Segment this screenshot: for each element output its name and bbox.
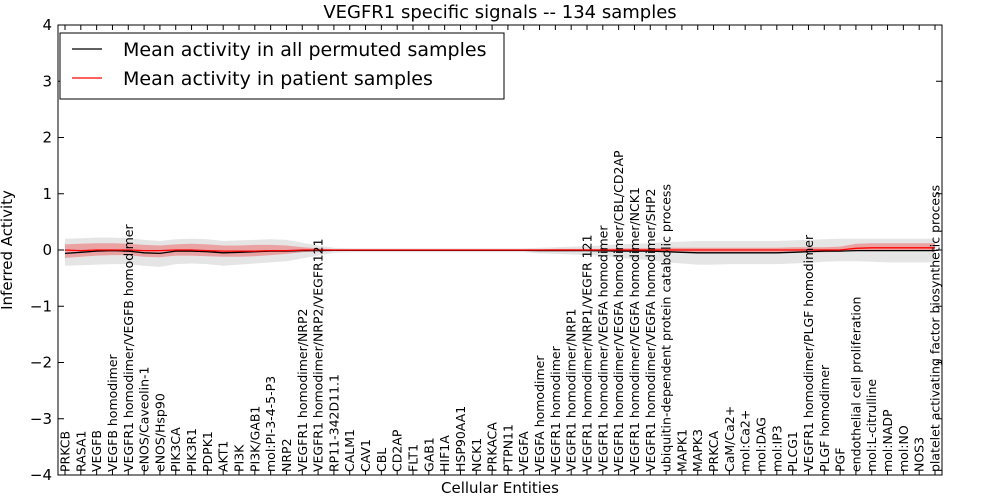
x-tick-label: mol:NADP (880, 409, 895, 472)
x-tick-label: MAPK3 (690, 429, 705, 472)
x-tick-label: HIF1A (437, 435, 452, 472)
y-tick-label: −2 (30, 354, 52, 372)
x-tick-label: VEGFR1 homodimer/VEGFB homodimer (121, 224, 136, 472)
y-tick-label: −3 (30, 410, 52, 428)
x-tick-label: platelet activating factor biosynthetic … (928, 185, 943, 472)
x-tick-label: VEGFR1 homodimer/VEGFA homodimer (595, 225, 610, 472)
x-tick-label: CaM/Ca2+ (722, 406, 737, 472)
y-tick-label: 0 (42, 241, 52, 259)
patient-mean-line (64, 247, 935, 252)
x-tick-label: mol:DAG (754, 417, 769, 472)
x-tick-label: endothelial cell proliferation (848, 297, 863, 472)
x-tick-label: mol:Ca2+ (738, 410, 753, 472)
x-tick-label: VEGFA (516, 431, 531, 472)
x-tick-label: RASA1 (73, 431, 88, 472)
x-tick-label: mol:IP3 (769, 425, 784, 472)
x-tick-label: VEGFR1 homodimer/NRP1 (564, 309, 579, 472)
x-tick-label: VEGFR1 homodimer/VEGFA homodimer/SHP2 (643, 188, 658, 472)
x-tick-label: PRKACA (485, 422, 500, 472)
y-tick-label: 2 (42, 129, 52, 147)
x-tick-label: FLT1 (406, 444, 421, 472)
x-tick-label: VEGFR1 homodimer/NRP2/VEGFR121 (311, 238, 326, 472)
legend-label-permuted: Mean activity in all permuted samples (123, 39, 486, 61)
x-tick-label: PI3K/GAB1 (247, 406, 262, 472)
x-tick-label: PLCG1 (785, 431, 800, 472)
x-tick-label: RP11-342D11.1 (326, 374, 341, 472)
x-tick-label: VEGFR1 homodimer (548, 345, 563, 472)
x-axis: PRKCB RASA1 VEGFB VEGFB homodimer VEGFR1 hom… (58, 25, 943, 475)
x-tick-label: AKT1 (216, 441, 231, 472)
x-tick-label: VEGFR1 homodimer/VEGFA homodimer/NCK1 (627, 187, 642, 472)
x-tick-label: mol:NO (896, 425, 911, 472)
x-tick-label: PIK3CA (168, 427, 183, 472)
permuted-range-band (65, 237, 935, 267)
x-tick-label: VEGFA homodimer (532, 355, 547, 472)
x-tick-label: VEGFB homodimer (105, 353, 120, 472)
x-tick-label: MAPK1 (674, 429, 689, 472)
x-tick-label: CBL (374, 448, 389, 472)
x-tick-label: CALM1 (342, 429, 357, 472)
y-axis-title: Inferred Activity (0, 190, 16, 310)
x-axis-title: Cellular Entities (441, 479, 559, 497)
x-tick-label: VEGFR1 homodimer/NRP1/VEGFR 121 (580, 234, 595, 472)
legend-label-patient: Mean activity in patient samples (123, 68, 433, 90)
y-tick-label: 1 (42, 185, 52, 203)
x-tick-label: PIK3R1 (184, 428, 199, 472)
x-tick-label: mol:PI-3-4-5-P3 (263, 376, 278, 472)
legend: Mean activity in all permuted samples Me… (59, 32, 505, 100)
x-tick-label: NCK1 (469, 438, 484, 472)
x-tick-label: PTPN11 (500, 424, 515, 472)
x-tick-label: HSP90AA1 (453, 406, 468, 472)
x-tick-label: mol:L-citrulline (864, 379, 879, 472)
x-tick-label: PRKCB (58, 431, 73, 472)
x-tick-label: CAV1 (358, 439, 373, 472)
x-tick-label: VEGFB (89, 430, 104, 472)
x-tick-label: PRKCA (706, 431, 721, 472)
y-tick-label: 3 (42, 72, 52, 90)
x-tick-label: NRP2 (279, 438, 294, 472)
x-tick-label: PI3K (232, 444, 247, 472)
x-tick-label: NOS3 (912, 437, 927, 472)
x-tick-label: eNOS/Caveolin-1 (137, 367, 152, 472)
chart-title: VEGFR1 specific signals -- 134 samples (323, 2, 676, 23)
series-lines (64, 247, 935, 255)
y-tick-label: 4 (42, 16, 52, 34)
x-tick-label: VEGFR1 homodimer/PLGF homodimer (801, 234, 816, 472)
x-tick-label: VEGFR1 homodimer/VEGFA homodimer/CBL/CD2… (611, 150, 626, 472)
x-tick-label: PDPK1 (200, 431, 215, 472)
x-tick-label: GAB1 (421, 437, 436, 472)
x-tick-label: VEGFR1 homodimer/NRP2 (295, 309, 310, 472)
x-tick-label: eNOS/Hsp90 (152, 393, 167, 472)
y-tick-label: −4 (30, 466, 52, 484)
y-tick-label: −1 (30, 297, 52, 315)
x-tick-label: PLGF homodimer (817, 364, 832, 472)
y-axis: −4 −3 −2 −1 0 1 2 3 4 (30, 16, 942, 484)
legend-frame (59, 32, 505, 100)
x-tick-label: ubiquitin-dependent protein catabolic pr… (659, 184, 674, 472)
x-tick-label: PGF (833, 448, 848, 472)
x-tick-label: CD2AP (390, 429, 405, 472)
